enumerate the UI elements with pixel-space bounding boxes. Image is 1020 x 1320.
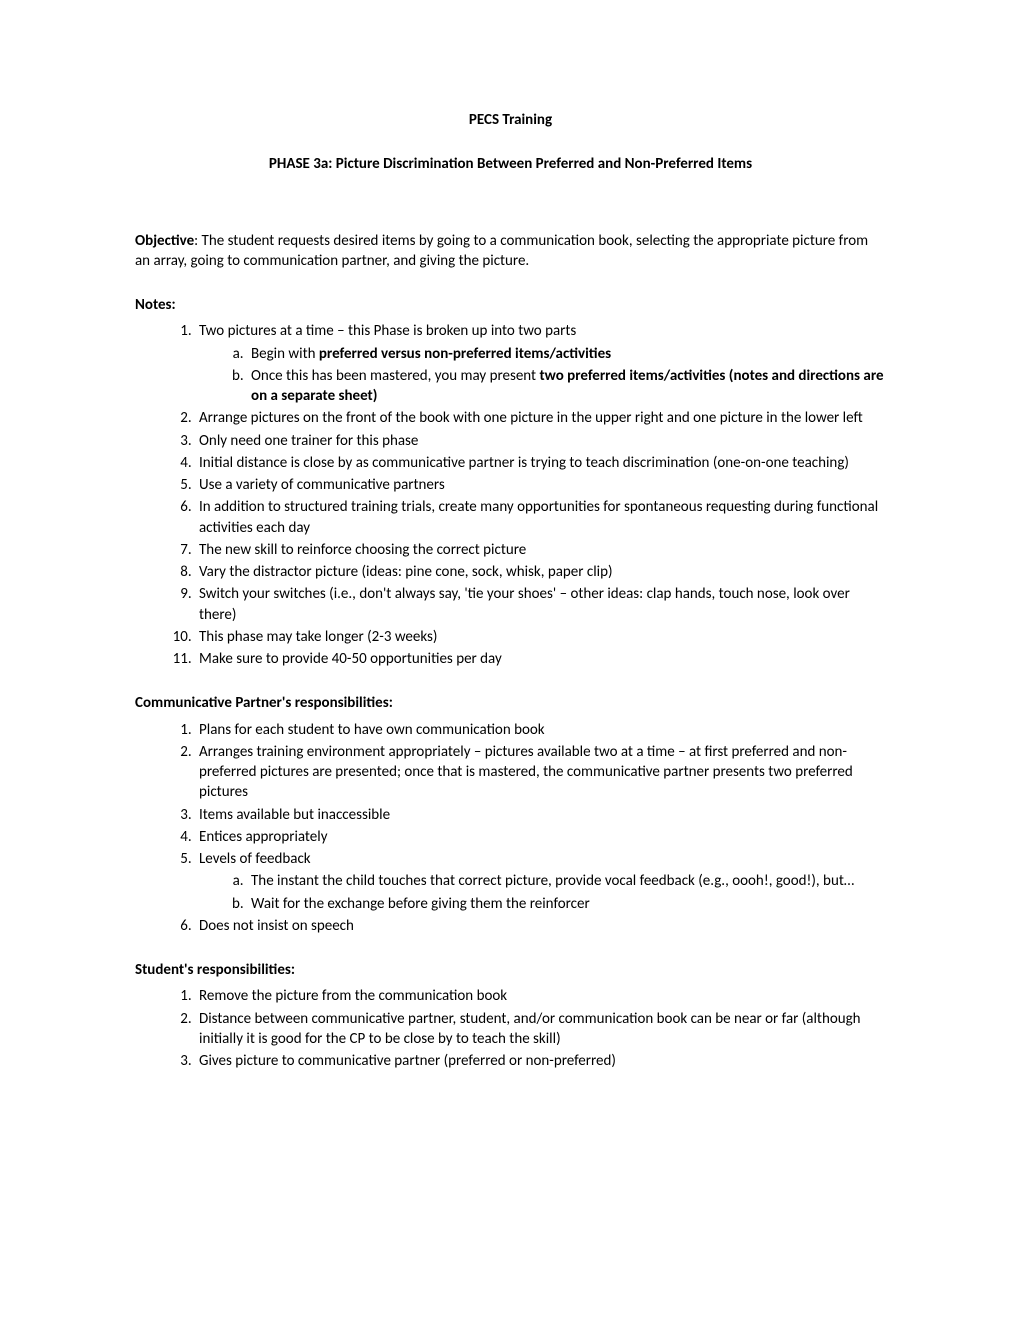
note-item: Two pictures at a time – this Phase is b… <box>195 321 886 406</box>
cp-heading: Communicative Partner's responsibilities… <box>135 693 886 713</box>
notes-list: Two pictures at a time – this Phase is b… <box>135 321 886 669</box>
note-item: Vary the distractor picture (ideas: pine… <box>195 562 886 582</box>
note-item: In addition to structured training trial… <box>195 497 886 538</box>
note-subtext: Once this has been mastered, you may pre… <box>251 367 539 385</box>
note-item: Switch your switches (i.e., don't always… <box>195 584 886 625</box>
note-item: This phase may take longer (2-3 weeks) <box>195 627 886 647</box>
student-heading: Student's responsibilities: <box>135 960 886 980</box>
note-item: Initial distance is close by as communic… <box>195 453 886 473</box>
objective-label: Objective <box>135 232 194 250</box>
cp-item: Levels of feedback The instant the child… <box>195 849 886 914</box>
note-item: The new skill to reinforce choosing the … <box>195 540 886 560</box>
cp-subitem: The instant the child touches that corre… <box>247 871 886 891</box>
cp-item: Entices appropriately <box>195 827 886 847</box>
student-item: Gives picture to communicative partner (… <box>195 1051 886 1071</box>
note-item: Arrange pictures on the front of the boo… <box>195 408 886 428</box>
cp-item: Does not insist on speech <box>195 916 886 936</box>
cp-text: Levels of feedback <box>199 850 311 868</box>
cp-item: Arranges training environment appropriat… <box>195 742 886 803</box>
student-list: Remove the picture from the communicatio… <box>135 986 886 1071</box>
note-subtext-bold: preferred versus non-preferred items/act… <box>319 345 611 363</box>
note-item: Make sure to provide 40-50 opportunities… <box>195 649 886 669</box>
phase-subtitle: PHASE 3a: Picture Discrimination Between… <box>135 154 886 174</box>
note-subitem: Begin with preferred versus non-preferre… <box>247 344 886 364</box>
note-subtext: Begin with <box>251 345 319 363</box>
cp-item: Plans for each student to have own commu… <box>195 720 886 740</box>
note-subitem: Once this has been mastered, you may pre… <box>247 366 886 407</box>
cp-sublist: The instant the child touches that corre… <box>199 871 886 914</box>
note-sublist: Begin with preferred versus non-preferre… <box>199 344 886 407</box>
objective-paragraph: Objective: The student requests desired … <box>135 231 886 272</box>
cp-subitem: Wait for the exchange before giving them… <box>247 894 886 914</box>
student-item: Distance between communicative partner, … <box>195 1009 886 1050</box>
cp-item: Items available but inaccessible <box>195 805 886 825</box>
note-text: Two pictures at a time – this Phase is b… <box>199 322 576 340</box>
note-item: Only need one trainer for this phase <box>195 431 886 451</box>
student-item: Remove the picture from the communicatio… <box>195 986 886 1006</box>
cp-list: Plans for each student to have own commu… <box>135 720 886 937</box>
note-item: Use a variety of communicative partners <box>195 475 886 495</box>
notes-heading: Notes: <box>135 295 886 315</box>
objective-text: : The student requests desired items by … <box>135 232 868 270</box>
page-title: PECS Training <box>135 110 886 130</box>
